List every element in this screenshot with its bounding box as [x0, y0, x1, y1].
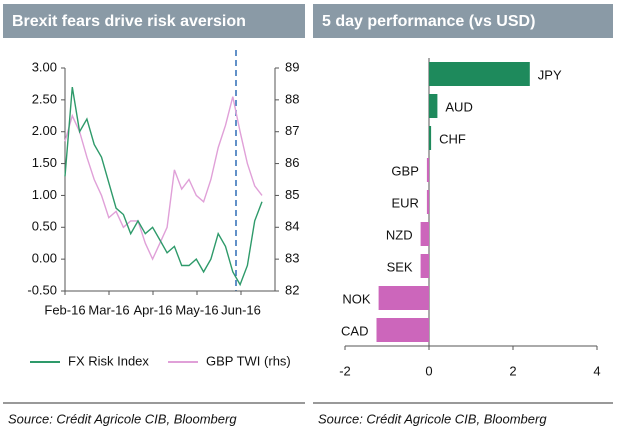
y-tick-label: 1.00: [32, 187, 57, 202]
y2-tick-label: 83: [285, 251, 299, 266]
source: Source: Crédit Agricole CIB, Bloomberg: [318, 411, 547, 426]
legend-label: FX Risk Index: [68, 353, 149, 368]
bar-label: CHF: [439, 131, 466, 146]
header-bar: [3, 4, 305, 38]
bar-label: CAD: [341, 323, 368, 338]
y-tick-label: 2.50: [32, 91, 57, 106]
x-tick-label: 2: [509, 363, 516, 378]
bar: [429, 94, 438, 118]
y2-tick-label: 84: [285, 219, 299, 234]
y-tick-label: 1.50: [32, 155, 57, 170]
series-line: [64, 86, 263, 287]
y2-tick-label: 86: [285, 155, 299, 170]
bar-label: GBP: [391, 163, 418, 178]
bar: [420, 222, 429, 246]
y-tick-label: 2.00: [32, 123, 57, 138]
chart-title: Brexit fears drive risk aversion: [12, 13, 246, 30]
bar: [429, 62, 530, 86]
y-tick-label: 0.00: [32, 251, 57, 266]
x-tick-label: 0: [425, 363, 432, 378]
bar: [420, 254, 429, 278]
bar-label: NOK: [342, 291, 371, 306]
y-tick-label: 0.50: [32, 219, 57, 234]
header-bar: [313, 4, 613, 38]
bar-label: NZD: [386, 227, 413, 242]
x-tick-label: Apr-16: [133, 302, 172, 317]
y2-tick-label: 89: [285, 59, 299, 74]
y2-tick-label: 85: [285, 187, 299, 202]
y2-tick-label: 82: [285, 282, 299, 297]
x-tick-label: -2: [339, 363, 351, 378]
x-tick-label: Mar-16: [88, 302, 129, 317]
chart-title: 5 day performance (vs USD): [322, 13, 535, 30]
y2-tick-label: 88: [285, 91, 299, 106]
x-tick-label: Jun-16: [221, 302, 261, 317]
legend-label: GBP TWI (rhs): [206, 353, 291, 368]
x-tick-label: May-16: [175, 302, 218, 317]
y-tick-label: -0.50: [27, 282, 57, 297]
series-line: [64, 96, 263, 261]
bar-label: SEK: [387, 259, 413, 274]
bar: [378, 286, 429, 310]
bar: [376, 318, 429, 342]
bar: [426, 158, 429, 182]
source: Source: Crédit Agricole CIB, Bloomberg: [8, 411, 237, 426]
x-tick-label: 4: [593, 363, 600, 378]
bar-label: AUD: [445, 99, 472, 114]
bar: [426, 190, 429, 214]
bar-label: EUR: [391, 195, 418, 210]
y2-tick-label: 87: [285, 123, 299, 138]
bar: [429, 126, 432, 150]
y-tick-label: 3.00: [32, 59, 57, 74]
bar-label: JPY: [538, 67, 562, 82]
x-tick-label: Feb-16: [44, 302, 85, 317]
